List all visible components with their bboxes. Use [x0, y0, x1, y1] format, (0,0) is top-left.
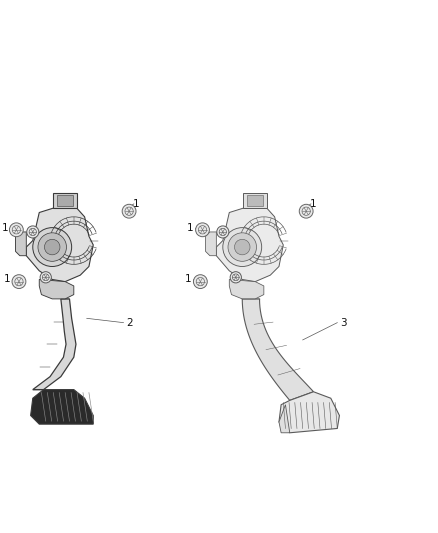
- Text: 1: 1: [4, 274, 10, 285]
- Polygon shape: [230, 279, 264, 299]
- Polygon shape: [26, 208, 93, 281]
- Circle shape: [234, 239, 250, 255]
- Polygon shape: [15, 232, 26, 256]
- Text: 1: 1: [310, 199, 317, 209]
- Text: 1: 1: [187, 223, 194, 232]
- Circle shape: [44, 239, 60, 255]
- Circle shape: [10, 223, 23, 237]
- Text: 1: 1: [133, 199, 140, 209]
- Circle shape: [217, 226, 229, 238]
- Polygon shape: [279, 405, 290, 433]
- Bar: [247, 195, 262, 206]
- Circle shape: [299, 204, 313, 218]
- Text: 2: 2: [127, 318, 133, 328]
- Circle shape: [122, 204, 136, 218]
- Circle shape: [27, 226, 39, 238]
- Circle shape: [194, 274, 207, 288]
- Circle shape: [33, 228, 72, 266]
- Circle shape: [230, 272, 241, 283]
- Text: 1: 1: [185, 274, 191, 285]
- Polygon shape: [242, 299, 314, 400]
- Polygon shape: [216, 208, 283, 281]
- Bar: [57, 195, 73, 206]
- Text: 3: 3: [340, 318, 347, 328]
- Circle shape: [228, 233, 257, 261]
- Bar: [243, 193, 267, 208]
- Circle shape: [12, 274, 26, 288]
- Polygon shape: [31, 390, 93, 424]
- Circle shape: [223, 228, 261, 266]
- Polygon shape: [39, 279, 74, 299]
- Circle shape: [196, 223, 209, 237]
- Polygon shape: [205, 232, 216, 256]
- Text: 1: 1: [1, 223, 8, 232]
- Bar: [53, 193, 77, 208]
- Polygon shape: [33, 299, 76, 390]
- Circle shape: [40, 272, 51, 283]
- Circle shape: [38, 233, 67, 261]
- Polygon shape: [279, 392, 339, 433]
